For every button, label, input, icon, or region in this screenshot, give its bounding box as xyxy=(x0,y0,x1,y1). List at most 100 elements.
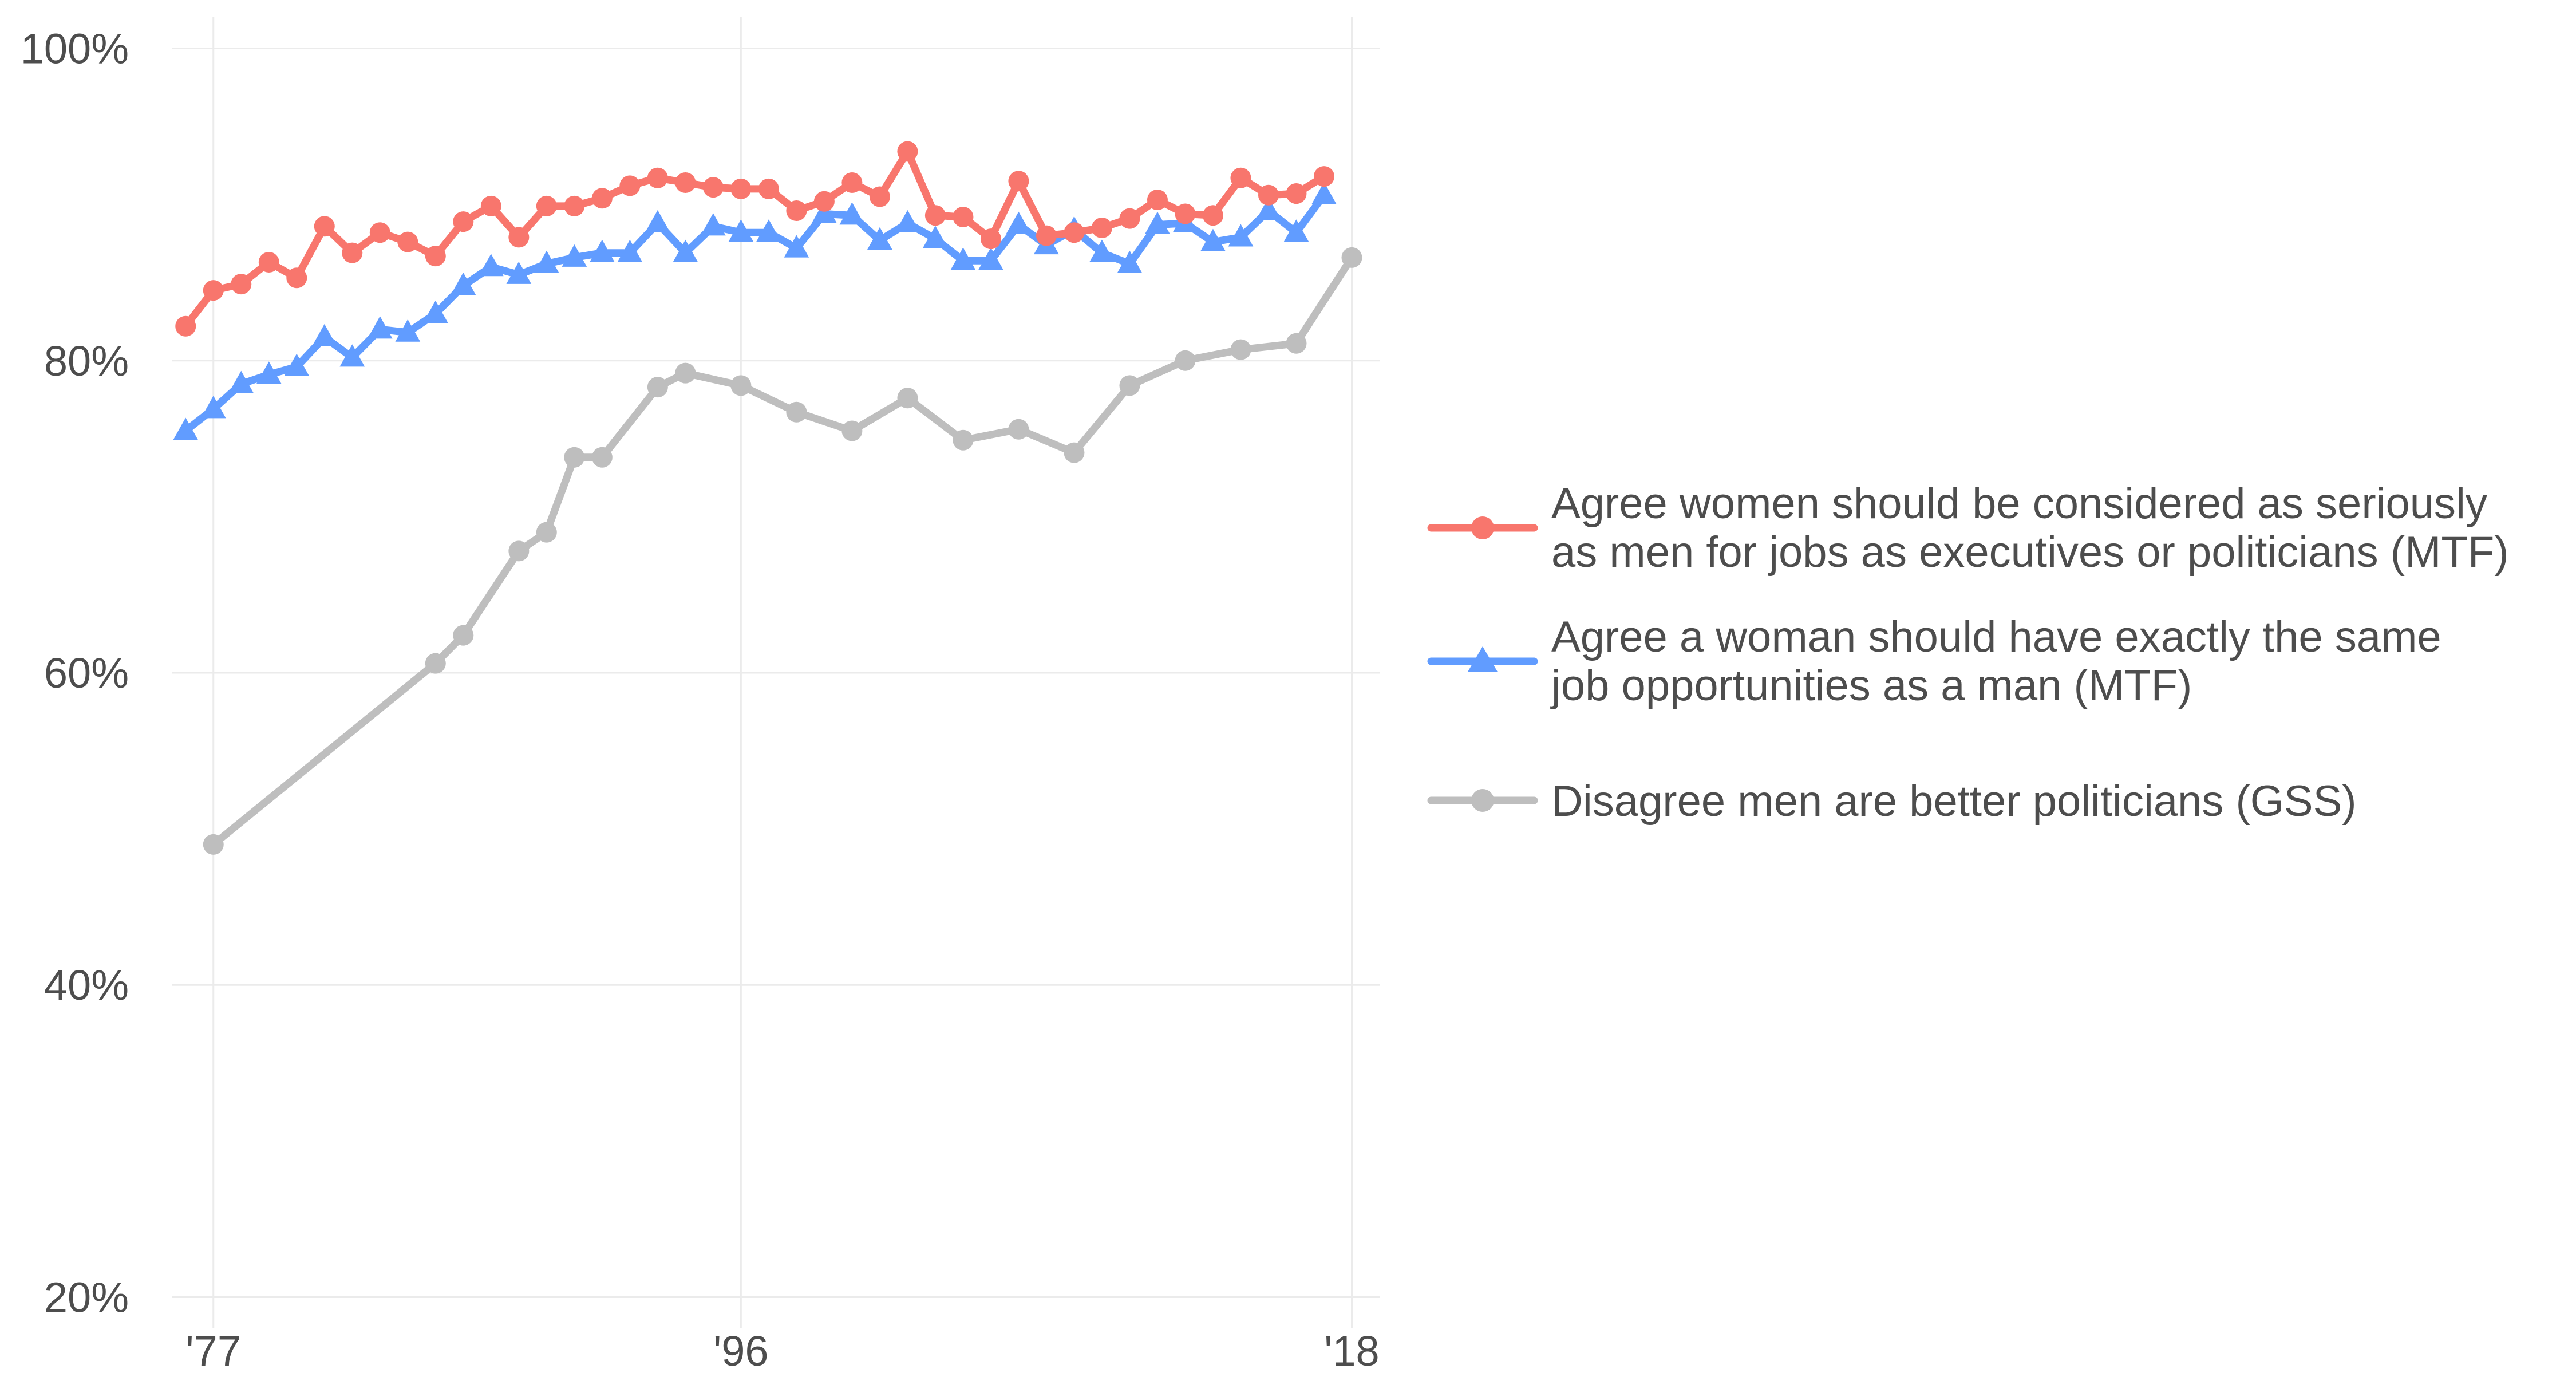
data-point xyxy=(786,200,807,222)
data-point xyxy=(536,522,557,543)
legend-label: Agree a woman should have exactly the sa… xyxy=(1551,613,2441,661)
data-point xyxy=(1006,211,1032,234)
data-point xyxy=(619,175,641,196)
data-point xyxy=(924,205,946,226)
data-point xyxy=(897,141,918,162)
data-point xyxy=(258,252,279,273)
data-point xyxy=(950,247,976,270)
data-point xyxy=(1145,211,1170,234)
x-tick-label: '96 xyxy=(713,1327,768,1374)
data-point xyxy=(562,244,587,267)
data-point xyxy=(1256,198,1281,220)
data-point xyxy=(286,267,307,289)
data-point xyxy=(480,195,501,216)
data-point xyxy=(367,316,393,339)
data-point xyxy=(895,210,920,232)
data-point xyxy=(702,177,724,198)
data-point xyxy=(1258,184,1279,206)
legend: Agree women should be considered as seri… xyxy=(1427,479,2509,826)
data-point xyxy=(784,235,809,258)
series-line xyxy=(210,254,1356,849)
data-point xyxy=(591,447,613,468)
data-point xyxy=(953,429,974,451)
legend-key-marker xyxy=(1471,789,1494,812)
x-tick-label: '18 xyxy=(1324,1327,1379,1374)
data-point xyxy=(564,195,585,216)
data-point xyxy=(478,254,504,277)
data-point xyxy=(728,219,754,242)
data-point xyxy=(673,239,698,262)
data-point xyxy=(1119,208,1140,229)
legend-key-marker xyxy=(1471,516,1494,539)
data-point xyxy=(812,200,837,223)
y-tick-label: 100% xyxy=(21,25,129,73)
data-point xyxy=(1230,167,1251,188)
data-point xyxy=(1283,219,1309,242)
y-tick-label: 20% xyxy=(44,1273,129,1321)
data-point xyxy=(813,191,835,212)
data-point xyxy=(508,540,530,562)
data-point xyxy=(1230,339,1251,360)
data-point xyxy=(701,213,726,236)
data-point xyxy=(311,323,337,346)
data-point xyxy=(314,216,335,237)
data-point xyxy=(1064,222,1085,243)
data-point xyxy=(1089,239,1115,262)
data-point xyxy=(173,417,199,440)
data-point xyxy=(1175,203,1196,224)
data-point xyxy=(203,280,224,301)
data-point xyxy=(675,362,696,384)
data-point xyxy=(1311,182,1337,204)
data-point xyxy=(284,353,310,376)
data-point xyxy=(536,195,557,216)
data-point xyxy=(589,239,615,262)
data-point xyxy=(897,388,918,409)
data-point xyxy=(841,172,863,193)
data-point xyxy=(1036,225,1057,246)
data-point xyxy=(200,396,226,419)
legend-label: job opportunities as a man (MTF) xyxy=(1550,661,2192,710)
data-point xyxy=(175,315,196,337)
legend-label: Disagree men are better politicians (GSS… xyxy=(1551,777,2357,826)
data-point xyxy=(1064,442,1085,463)
data-point xyxy=(369,222,390,243)
data-point xyxy=(591,188,613,209)
data-point xyxy=(786,401,807,423)
series-3 xyxy=(203,247,1362,855)
data-point xyxy=(231,274,252,295)
legend-label: Agree women should be considered as seri… xyxy=(1551,479,2487,528)
data-point xyxy=(397,231,418,252)
data-point xyxy=(1008,419,1029,440)
data-point xyxy=(451,272,476,295)
data-point xyxy=(453,211,474,232)
data-point xyxy=(1202,205,1223,226)
y-tick-label: 60% xyxy=(44,649,129,697)
data-point xyxy=(508,227,530,248)
data-point xyxy=(953,206,974,227)
data-point xyxy=(758,178,779,199)
data-point xyxy=(1147,189,1168,210)
data-point xyxy=(1341,247,1362,268)
y-tick-label: 40% xyxy=(44,961,129,1009)
data-point xyxy=(534,250,559,273)
data-point xyxy=(228,370,254,393)
data-point xyxy=(395,319,421,342)
axis-labels: 20% 40% 60% 80% 100% '77 '96 '18 xyxy=(21,25,1380,1375)
data-point xyxy=(923,226,948,248)
x-tick-label: '77 xyxy=(186,1327,241,1374)
data-point xyxy=(506,261,532,284)
data-point xyxy=(980,228,1001,250)
legend-key-marker xyxy=(1468,646,1498,672)
data-point xyxy=(425,653,446,674)
data-point xyxy=(839,202,865,225)
data-point xyxy=(1200,228,1226,251)
legend-entry: Agree women should be considered as seri… xyxy=(1427,479,2509,577)
data-point xyxy=(564,447,585,468)
legend-entry: Agree a woman should have exactly the sa… xyxy=(1427,613,2441,710)
data-point xyxy=(1228,224,1254,247)
data-point xyxy=(730,178,752,199)
y-tick-label: 80% xyxy=(44,337,129,385)
data-point xyxy=(647,167,668,188)
data-point xyxy=(342,242,363,263)
